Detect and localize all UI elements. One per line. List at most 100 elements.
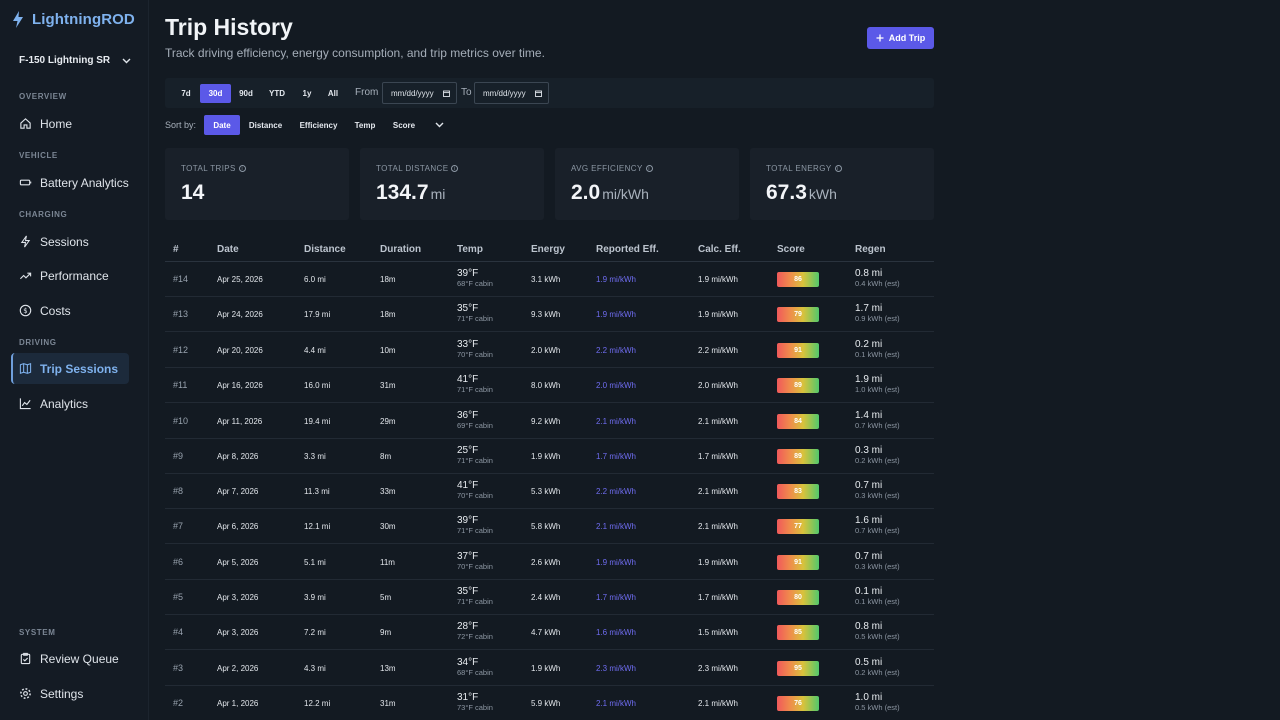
- from-date-input[interactable]: mm/dd/yyyy: [382, 82, 457, 104]
- range-ytd[interactable]: YTD: [269, 89, 285, 98]
- sidebar-item-label: Sessions: [40, 234, 89, 249]
- stat-value: 2.0 mi/kWh: [571, 181, 649, 204]
- trip-calc-eff: 2.3 mi/kWh: [698, 664, 739, 673]
- app-logo[interactable]: LightningROD: [12, 11, 135, 28]
- trip-distance: 3.9 mi: [304, 593, 326, 602]
- trip-duration: 18m: [380, 275, 396, 284]
- trip-duration: 30m: [380, 522, 396, 531]
- trip-reported-eff: 2.3 mi/kWh: [596, 664, 637, 673]
- stat-label: TOTAL ENERGY i: [766, 164, 842, 173]
- table-row[interactable]: #6 Apr 5, 2026 5.1 mi 11m 37°F 70°F cabin…: [165, 545, 934, 580]
- clipboard-check-icon: [20, 652, 31, 665]
- from-date-placeholder: mm/dd/yyyy: [391, 88, 434, 98]
- table-row[interactable]: #4 Apr 3, 2026 7.2 mi 9m 28°F 72°F cabin …: [165, 615, 934, 650]
- table-row[interactable]: #13 Apr 24, 2026 17.9 mi 18m 35°F 71°F ca…: [165, 297, 934, 332]
- add-trip-button[interactable]: Add Trip: [867, 27, 934, 49]
- table-row[interactable]: #11 Apr 16, 2026 16.0 mi 31m 41°F 71°F ca…: [165, 368, 934, 403]
- column-header-regen[interactable]: Regen: [855, 244, 886, 255]
- chevron-down-icon: [435, 122, 443, 128]
- sidebar-item-review-queue[interactable]: Review Queue: [11, 643, 129, 674]
- trip-id: #14: [173, 274, 189, 284]
- table-row[interactable]: #10 Apr 11, 2026 19.4 mi 29m 36°F 69°F ca…: [165, 404, 934, 439]
- column-header-id[interactable]: #: [173, 244, 179, 255]
- sidebar-item-home[interactable]: Home: [11, 108, 129, 139]
- sidebar-item-battery-analytics[interactable]: Battery Analytics: [11, 167, 129, 198]
- info-icon[interactable]: i: [645, 165, 653, 172]
- trip-duration: 13m: [380, 664, 396, 673]
- trip-id: #11: [173, 380, 188, 390]
- calendar-icon: [443, 90, 450, 97]
- line-chart-icon: [19, 398, 31, 410]
- trip-calc-eff: 1.9 mi/kWh: [698, 558, 739, 567]
- trip-id: #9: [173, 451, 184, 461]
- table-row[interactable]: #9 Apr 8, 2026 3.3 mi 8m 25°F 71°F cabin …: [165, 439, 934, 474]
- range-90d[interactable]: 90d: [239, 89, 253, 98]
- table-row[interactable]: #7 Apr 6, 2026 12.1 mi 30m 39°F 71°F cabi…: [165, 509, 934, 544]
- trip-regen: 1.9 mi 1.0 kWh (est): [855, 374, 900, 394]
- trip-distance: 5.1 mi: [304, 558, 326, 567]
- sidebar-item-analytics[interactable]: Analytics: [11, 388, 129, 419]
- sidebar-item-costs[interactable]: $ Costs: [11, 295, 129, 326]
- sidebar-item-label: Settings: [40, 686, 84, 701]
- trip-reported-eff: 2.2 mi/kWh: [596, 487, 637, 496]
- trip-distance: 19.4 mi: [304, 417, 331, 426]
- from-label: From: [355, 87, 379, 98]
- sort-temp[interactable]: Temp: [354, 120, 376, 130]
- table-row[interactable]: #3 Apr 2, 2026 4.3 mi 13m 34°F 68°F cabin…: [165, 651, 934, 686]
- range-7d[interactable]: 7d: [181, 89, 191, 98]
- trip-duration: 11m: [380, 558, 395, 567]
- stat-label: AVG EFFICIENCY i: [571, 164, 653, 173]
- sort-label: Sort by:: [165, 120, 197, 130]
- table-row[interactable]: #12 Apr 20, 2026 4.4 mi 10m 33°F 70°F cab…: [165, 333, 934, 368]
- vehicle-selector[interactable]: F-150 Lightning SR: [19, 55, 131, 66]
- stat-label: TOTAL TRIPS i: [181, 164, 246, 173]
- sort-score[interactable]: Score: [392, 120, 416, 130]
- trip-temp: 39°F 68°F cabin: [457, 268, 493, 288]
- trip-date: Apr 24, 2026: [217, 310, 263, 319]
- sort-efficiency[interactable]: Efficiency: [299, 120, 338, 130]
- to-date-input[interactable]: mm/dd/yyyy: [474, 82, 549, 104]
- sidebar-item-trip-sessions[interactable]: Trip Sessions: [11, 353, 129, 384]
- sort-distance[interactable]: Distance: [248, 120, 283, 130]
- trip-calc-eff: 1.9 mi/kWh: [698, 310, 739, 319]
- trip-distance: 12.1 mi: [304, 522, 331, 531]
- sort-direction-toggle[interactable]: [429, 115, 449, 135]
- trip-duration: 10m: [380, 346, 396, 355]
- column-header-energy[interactable]: Energy: [531, 244, 565, 255]
- table-row[interactable]: #2 Apr 1, 2026 12.2 mi 31m 31°F 73°F cabi…: [165, 686, 934, 720]
- trip-date: Apr 3, 2026: [217, 593, 259, 602]
- trip-reported-eff: 2.1 mi/kWh: [596, 522, 637, 531]
- trip-date: Apr 5, 2026: [217, 558, 259, 567]
- section-driving: DRIVING: [19, 338, 57, 347]
- column-header-reported-eff[interactable]: Reported Eff.: [596, 244, 659, 255]
- column-header-date[interactable]: Date: [217, 244, 239, 255]
- sidebar-item-performance[interactable]: Performance: [11, 260, 129, 291]
- app-name: LightningROD: [32, 11, 135, 28]
- info-icon[interactable]: i: [238, 165, 246, 172]
- trip-calc-eff: 1.5 mi/kWh: [698, 628, 739, 637]
- sidebar-item-sessions[interactable]: Sessions: [11, 226, 129, 257]
- range-all[interactable]: All: [327, 89, 339, 98]
- table-row[interactable]: #8 Apr 7, 2026 11.3 mi 33m 41°F 70°F cabi…: [165, 474, 934, 509]
- score-badge: 91: [777, 555, 819, 570]
- column-header-duration[interactable]: Duration: [380, 244, 422, 255]
- sidebar-item-settings[interactable]: Settings: [11, 678, 129, 709]
- info-icon[interactable]: i: [451, 165, 459, 172]
- table-row[interactable]: #5 Apr 3, 2026 3.9 mi 5m 35°F 71°F cabin …: [165, 580, 934, 615]
- range-1y[interactable]: 1y: [302, 89, 312, 98]
- trip-temp: 33°F 70°F cabin: [457, 339, 493, 359]
- info-icon[interactable]: i: [834, 165, 842, 172]
- column-header-temp[interactable]: Temp: [457, 244, 483, 255]
- table-row[interactable]: #14 Apr 25, 2026 6.0 mi 18m 39°F 68°F cab…: [165, 262, 934, 297]
- stat-card-total-distance: TOTAL DISTANCE i 134.7 mi: [360, 148, 544, 220]
- trip-id: #8: [173, 486, 184, 496]
- trip-reported-eff: 2.1 mi/kWh: [596, 699, 637, 708]
- column-header-score[interactable]: Score: [777, 244, 805, 255]
- sort-date[interactable]: Date: [204, 115, 240, 135]
- range-30d[interactable]: 30d: [200, 84, 231, 103]
- column-header-calc-eff[interactable]: Calc. Eff.: [698, 244, 741, 255]
- column-header-distance[interactable]: Distance: [304, 244, 346, 255]
- trip-reported-eff: 2.0 mi/kWh: [596, 381, 637, 390]
- trip-distance: 4.4 mi: [304, 346, 326, 355]
- trip-energy: 5.8 kWh: [531, 522, 561, 531]
